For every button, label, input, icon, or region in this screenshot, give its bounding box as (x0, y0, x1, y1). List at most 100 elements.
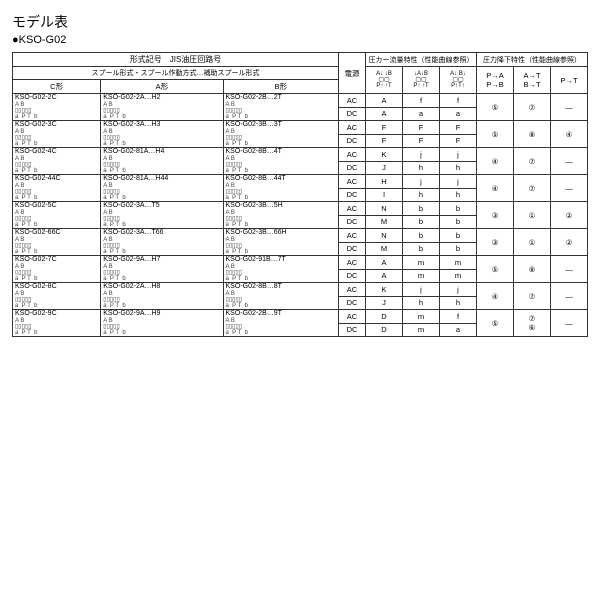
cell: ③ (477, 229, 514, 256)
hdr-c-type: C形 (13, 80, 101, 94)
cell: F (440, 121, 477, 135)
hdr-pressure-drop: 圧力降下特性（性能曲線参照） (477, 53, 588, 67)
power-ac: AC (339, 283, 366, 297)
cell: ⑤ (477, 256, 514, 283)
power-ac: AC (339, 148, 366, 162)
model-a: KSO-G02-3A…T66A B▯▯▯▯▯a P T b (101, 229, 223, 256)
cell: M (366, 242, 403, 256)
cell: j (403, 148, 440, 162)
cell: — (551, 94, 588, 121)
model-c: KSO-G02-8CA B▯▯▯▯▯a P T b (13, 283, 101, 310)
cell: b (403, 242, 440, 256)
cell: — (551, 175, 588, 202)
cell: ① (514, 229, 551, 256)
power-ac: AC (339, 94, 366, 108)
power-dc: DC (339, 215, 366, 229)
cell: N (366, 202, 403, 216)
cell: j (440, 148, 477, 162)
cell: h (403, 188, 440, 202)
power-dc: DC (339, 323, 366, 337)
cell: ⑦ (514, 175, 551, 202)
cell: I (366, 188, 403, 202)
cell: b (440, 229, 477, 243)
cell: K (366, 283, 403, 297)
cell: H (366, 175, 403, 189)
cell: F (440, 134, 477, 148)
cell: ⑧ (514, 256, 551, 283)
power-ac: AC (339, 256, 366, 270)
cell: h (403, 161, 440, 175)
subtitle: ●KSO-G02 (12, 34, 588, 46)
power-dc: DC (339, 242, 366, 256)
cell: D (366, 323, 403, 337)
power-dc: DC (339, 296, 366, 310)
cell: f (440, 310, 477, 324)
cell: M (366, 215, 403, 229)
power-dc: DC (339, 107, 366, 121)
model-b: KSO-G02-8B…44TA B▯▯▯▯▯a P T b (223, 175, 338, 202)
model-a: KSO-G02-9A…H7A B▯▯▯▯▯a P T b (101, 256, 223, 283)
cell: ③ (477, 202, 514, 229)
cell: b (403, 202, 440, 216)
power-dc: DC (339, 269, 366, 283)
hdr-b-type: B形 (223, 80, 338, 94)
model-c: KSO-G02-44CA B▯▯▯▯▯a P T b (13, 175, 101, 202)
page-title: モデル表 (12, 12, 588, 32)
hdr-model-jis: 形式記号 JIS油圧回路号 (13, 53, 339, 67)
cell: f (403, 94, 440, 108)
cell: ② (551, 202, 588, 229)
cell: m (403, 269, 440, 283)
cell: h (403, 296, 440, 310)
cell: b (440, 242, 477, 256)
cell: m (403, 310, 440, 324)
cell: ② (551, 229, 588, 256)
power-ac: AC (339, 229, 366, 243)
cell: J (366, 296, 403, 310)
cell: b (403, 229, 440, 243)
power-dc: DC (339, 188, 366, 202)
hdr-power: 電源 (339, 53, 366, 94)
cell: h (440, 296, 477, 310)
cell: ⑤ (477, 121, 514, 148)
cell: ⑧ (514, 121, 551, 148)
model-b: KSO-G02-3B…3TA B▯▯▯▯▯a P T b (223, 121, 338, 148)
cell: m (403, 323, 440, 337)
cell: — (551, 310, 588, 337)
model-table: 形式記号 JIS油圧回路号 電源 圧カー流量特性（性能曲線参照） 圧力降下特性（… (12, 52, 588, 337)
cell: N (366, 229, 403, 243)
model-b: KSO-G02-91B…7TA B▯▯▯▯▯a P T b (223, 256, 338, 283)
model-a: KSO-G02-81A…H4A B▯▯▯▯▯a P T b (101, 148, 223, 175)
model-b: KSO-G02-3B…5HA B▯▯▯▯▯a P T b (223, 202, 338, 229)
cell: a (440, 323, 477, 337)
cell: — (551, 256, 588, 283)
model-a: KSO-G02-3A…T5A B▯▯▯▯▯a P T b (101, 202, 223, 229)
power-dc: DC (339, 161, 366, 175)
power-ac: AC (339, 175, 366, 189)
model-a: KSO-G02-3A…H3A B▯▯▯▯▯a P T b (101, 121, 223, 148)
hdr-pressure-flow: 圧カー流量特性（性能曲線参照） (366, 53, 477, 67)
hdr-diagram-1: A↓ ↓B▢▢P↑ ↑T (366, 67, 403, 94)
cell: m (440, 269, 477, 283)
cell: ⑦ (514, 283, 551, 310)
cell: b (403, 215, 440, 229)
cell: j (403, 175, 440, 189)
cell: a (403, 107, 440, 121)
cell: A (366, 94, 403, 108)
cell: ④ (477, 283, 514, 310)
cell: A (366, 269, 403, 283)
hdr-diagram-3: A↓ B↓▢▢P↑T↑ (440, 67, 477, 94)
cell: F (366, 134, 403, 148)
model-c: KSO-G02-66CA B▯▯▯▯▯a P T b (13, 229, 101, 256)
model-b: KSO-G02-2B…9TA B▯▯▯▯▯a P T b (223, 310, 338, 337)
model-c: KSO-G02-2CA B▯▯▯▯▯a P T b (13, 94, 101, 121)
cell: F (403, 121, 440, 135)
model-a: KSO-G02-81A…H44A B▯▯▯▯▯a P T b (101, 175, 223, 202)
cell: F (403, 134, 440, 148)
cell: A (366, 256, 403, 270)
model-b: KSO-G02-2B…2TA B▯▯▯▯▯a P T b (223, 94, 338, 121)
cell: F (366, 121, 403, 135)
model-c: KSO-G02-4CA B▯▯▯▯▯a P T b (13, 148, 101, 175)
power-ac: AC (339, 121, 366, 135)
model-c: KSO-G02-7CA B▯▯▯▯▯a P T b (13, 256, 101, 283)
model-c: KSO-G02-5CA B▯▯▯▯▯a P T b (13, 202, 101, 229)
